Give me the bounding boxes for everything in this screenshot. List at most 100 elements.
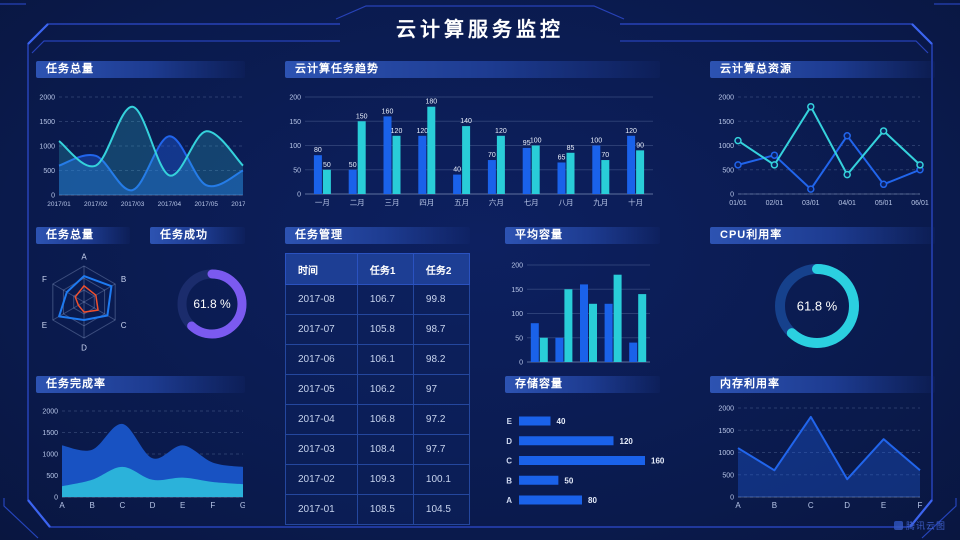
svg-text:B: B: [772, 501, 777, 510]
table-cell: 2017-04: [285, 404, 358, 435]
svg-text:B: B: [89, 501, 94, 510]
table-cell: 105.8: [356, 314, 414, 345]
svg-text:02/03: 02/03: [555, 366, 574, 367]
table-cell: 98.2: [412, 344, 471, 375]
page-title: 云计算服务监控: [396, 19, 564, 41]
svg-text:50: 50: [564, 476, 573, 485]
svg-text:160: 160: [651, 457, 665, 466]
svg-text:五月: 五月: [454, 198, 469, 207]
svg-text:0: 0: [730, 192, 734, 199]
svg-text:150: 150: [511, 287, 523, 294]
svg-text:1500: 1500: [39, 119, 55, 126]
svg-text:A: A: [506, 496, 512, 505]
table-cell: 104.5: [412, 494, 471, 525]
task-total-area-chart: 0 500 1000 1500 2000 2017/01 2017/02 2017/03 201…: [39, 95, 245, 209]
svg-text:1000: 1000: [39, 144, 55, 151]
table-row: 2017-03 108.4 97.7: [285, 434, 471, 465]
svg-text:100: 100: [289, 143, 301, 150]
svg-text:1500: 1500: [42, 430, 58, 437]
svg-text:A: A: [81, 252, 87, 261]
svg-text:D: D: [150, 501, 156, 510]
svg-text:2017/01: 2017/01: [47, 201, 71, 208]
svg-text:三月: 三月: [385, 198, 400, 207]
table-cell: 106.2: [356, 374, 414, 405]
table-cell: 108.5: [356, 494, 414, 525]
svg-text:C: C: [808, 501, 814, 510]
table-cell: 2017-05: [285, 374, 358, 405]
panel-header-task-complete: 任务完成率: [36, 376, 245, 393]
panel-header-cloud-resource: 云计算总资源: [710, 61, 935, 78]
svg-text:02/04: 02/04: [579, 366, 598, 367]
panel-header-storage: 存储容量: [505, 376, 660, 393]
svg-text:200: 200: [289, 95, 301, 102]
svg-text:61.8 %: 61.8 %: [193, 297, 231, 311]
svg-text:80: 80: [314, 147, 322, 154]
svg-text:1500: 1500: [718, 428, 734, 435]
svg-text:40: 40: [557, 417, 566, 426]
svg-text:140: 140: [460, 118, 472, 125]
svg-text:十月: 十月: [628, 197, 643, 207]
svg-text:100: 100: [530, 138, 542, 145]
svg-text:02/06: 02/06: [628, 366, 647, 367]
svg-text:1000: 1000: [42, 452, 58, 459]
svg-text:04/01: 04/01: [838, 200, 856, 207]
svg-text:0: 0: [730, 495, 734, 502]
svg-text:D: D: [844, 501, 850, 510]
panel-header-task-total: 任务总量: [36, 61, 245, 78]
svg-text:四月: 四月: [419, 198, 434, 207]
svg-text:02/02: 02/02: [530, 366, 549, 367]
svg-text:2017/05: 2017/05: [194, 201, 218, 208]
svg-text:150: 150: [289, 119, 301, 126]
svg-text:120: 120: [391, 128, 403, 135]
avg-capacity-bar-chart: 0 50 100 150 200 02/02 02/03 02/04 02/05 02/06: [511, 263, 650, 367]
panel-header-task-manage: 任务管理: [285, 227, 470, 244]
table-cell: 2017-02: [285, 464, 358, 495]
svg-text:50: 50: [349, 162, 357, 169]
svg-text:B: B: [121, 275, 126, 284]
svg-text:0: 0: [51, 193, 55, 200]
table-cell: 108.4: [356, 434, 414, 465]
svg-text:2017/06: 2017/06: [231, 201, 245, 208]
memory-line-chart: 0 500 1000 1500 2000 A B C D E F: [718, 406, 922, 511]
panel-header-task-radar: 任务总量: [36, 227, 130, 244]
svg-text:A: A: [735, 501, 741, 510]
table-cell: 106.1: [356, 344, 414, 375]
svg-text:50: 50: [323, 162, 331, 169]
svg-text:40: 40: [453, 167, 461, 174]
task-management-table: 时间 任务1 任务2 2017-08 106.7 99.8 2017-07 105.8 98.…: [285, 253, 471, 525]
svg-text:70: 70: [488, 152, 496, 159]
svg-text:03/01: 03/01: [802, 200, 820, 207]
svg-text:120: 120: [625, 128, 637, 135]
table-cell: 99.8: [412, 284, 471, 315]
table-row: 2017-04 106.8 97.2: [285, 404, 471, 435]
svg-text:九月: 九月: [593, 198, 608, 207]
table-cell: 2017-01: [285, 494, 358, 525]
table-header-row: 时间 任务1 任务2: [285, 253, 471, 285]
svg-text:150: 150: [356, 113, 368, 120]
svg-text:120: 120: [416, 128, 428, 135]
table-row: 2017-05 106.2 97: [285, 374, 471, 405]
svg-text:02/05: 02/05: [604, 366, 623, 367]
svg-text:F: F: [210, 501, 215, 510]
svg-text:B: B: [506, 476, 512, 485]
svg-text:2000: 2000: [718, 406, 734, 413]
table-row: 2017-02 109.3 100.1: [285, 464, 471, 495]
svg-text:2017/04: 2017/04: [158, 201, 182, 208]
svg-text:1500: 1500: [718, 119, 734, 126]
watermark: 腾讯云图: [893, 519, 946, 532]
svg-text:0: 0: [54, 495, 58, 502]
watermark-logo-icon: [893, 521, 903, 530]
svg-text:01/01: 01/01: [729, 200, 747, 207]
task-total-radar-chart: A B C D E F: [42, 252, 127, 352]
svg-text:06/01: 06/01: [911, 200, 929, 207]
cpu-usage-donut-chart: 61.8 %: [775, 264, 859, 348]
table-row: 2017-06 106.1 98.2: [285, 344, 471, 375]
svg-text:一月: 一月: [315, 198, 330, 207]
svg-text:85: 85: [567, 145, 575, 152]
table-cell: 109.3: [356, 464, 414, 495]
table-cell: 2017-03: [285, 434, 358, 465]
svg-text:C: C: [119, 501, 125, 510]
table-cell: 2017-06: [285, 344, 358, 375]
panel-header-avg-capacity: 平均容量: [505, 227, 660, 244]
